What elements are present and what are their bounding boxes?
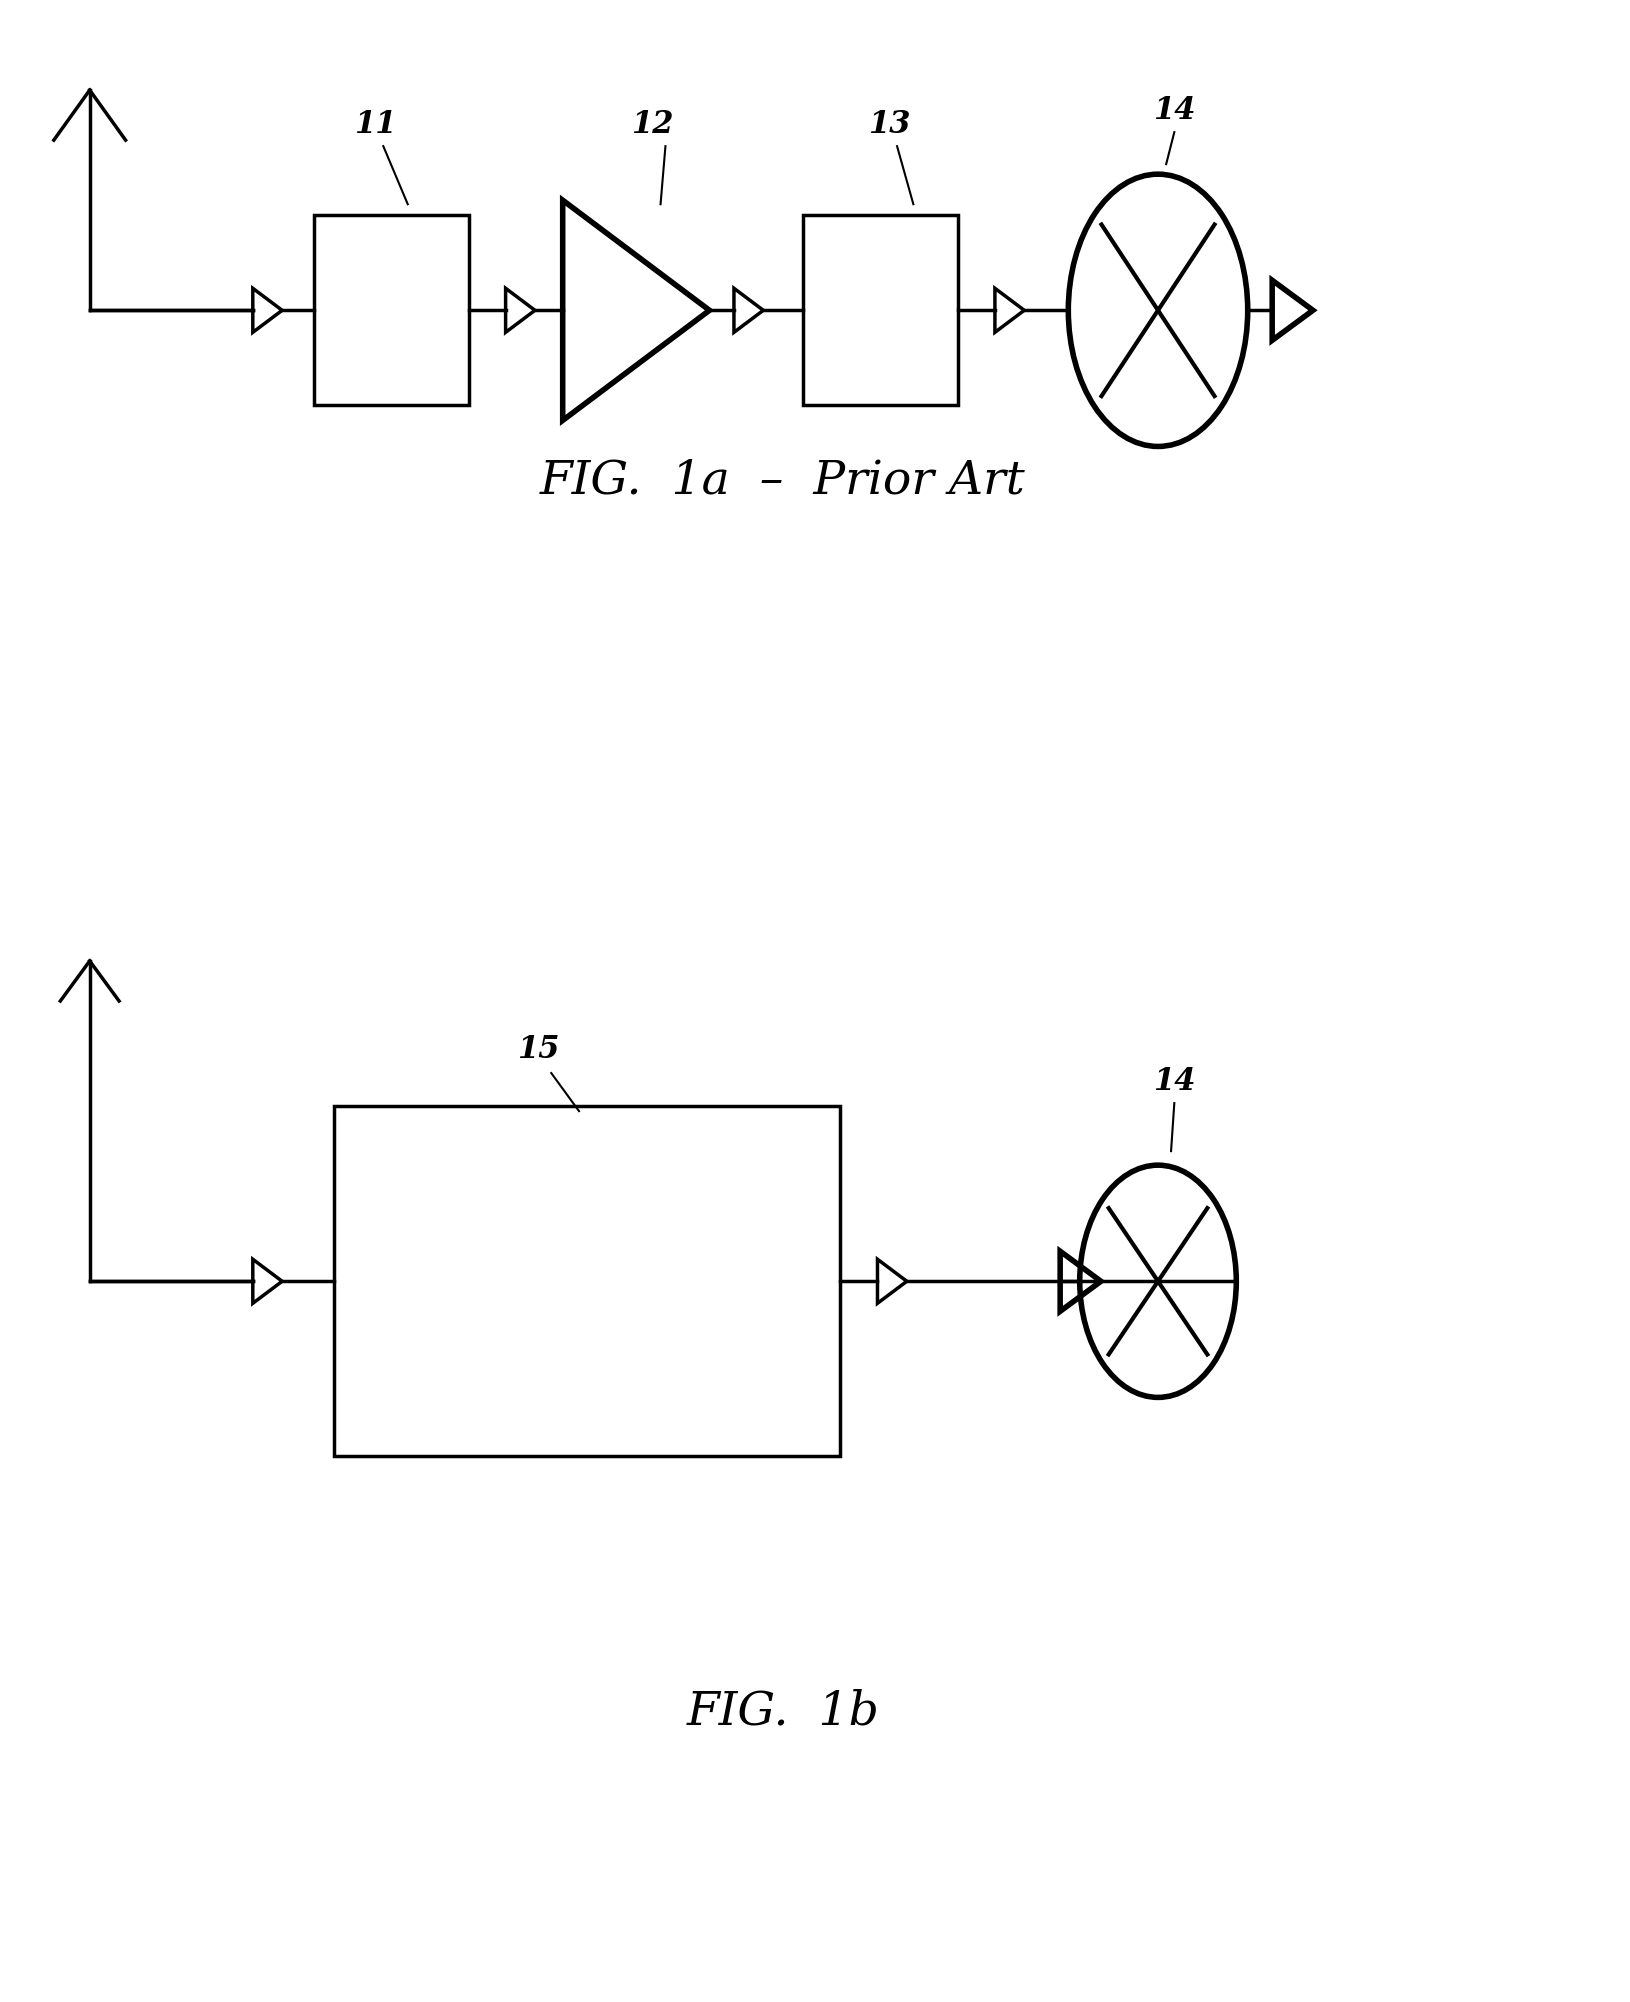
Text: 11: 11: [354, 110, 396, 140]
Text: FIG.  1a  –  Prior Art: FIG. 1a – Prior Art: [540, 458, 1025, 503]
Text: 14: 14: [1152, 96, 1195, 126]
Text: 12: 12: [631, 110, 673, 140]
Text: FIG.  1b: FIG. 1b: [686, 1690, 879, 1734]
Bar: [313, 216, 469, 404]
Text: 13: 13: [867, 110, 910, 140]
Bar: [802, 216, 958, 404]
Bar: [334, 1105, 839, 1457]
Text: 14: 14: [1152, 1067, 1195, 1097]
Text: 15: 15: [517, 1035, 559, 1065]
